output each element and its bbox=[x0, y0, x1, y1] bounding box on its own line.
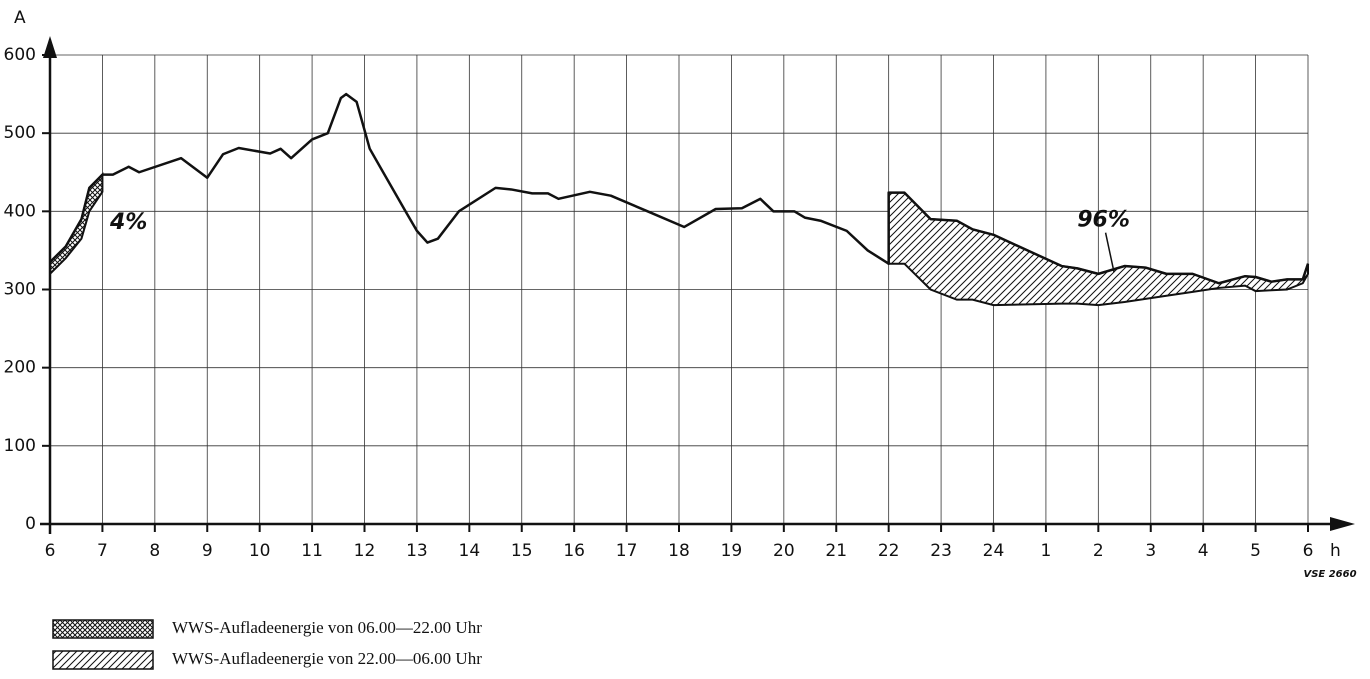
load-line bbox=[49, 92, 1310, 285]
x-tick-label: 10 bbox=[249, 541, 271, 561]
legend-swatch bbox=[52, 619, 154, 639]
source: VSE 2660 bbox=[1303, 569, 1356, 580]
x-tick-label: 1 bbox=[1041, 541, 1052, 561]
x-tick-label: 5 bbox=[1250, 541, 1261, 561]
x-tick-label: 20 bbox=[773, 541, 795, 561]
legend-label: WWS-Aufladeenergie von 06.00—22.00 Uhr bbox=[172, 618, 482, 637]
legend-swatch bbox=[52, 650, 154, 670]
x-tick-label: 21 bbox=[825, 541, 847, 561]
x-tick-label: 6 bbox=[45, 541, 56, 561]
x-tick-label: 4 bbox=[1198, 541, 1209, 561]
x-tick-label: 18 bbox=[668, 541, 690, 561]
x-axis-arrow bbox=[1330, 517, 1355, 531]
x-tick-label: 3 bbox=[1145, 541, 1156, 561]
annotation: 4% bbox=[109, 210, 147, 235]
x-tick-label: 19 bbox=[721, 541, 743, 561]
y-axis-arrow bbox=[43, 36, 57, 58]
x-tick-label: 22 bbox=[878, 541, 900, 561]
x-axis-label: h bbox=[1330, 541, 1341, 561]
charging-area bbox=[49, 172, 104, 277]
x-tick-label: 14 bbox=[459, 541, 481, 561]
y-tick-label: 0 bbox=[25, 514, 36, 534]
x-tick-label: 23 bbox=[930, 541, 952, 561]
y-tick-label: 500 bbox=[4, 123, 36, 143]
x-tick-label: 24 bbox=[983, 541, 1005, 561]
x-tick-label: 12 bbox=[354, 541, 376, 561]
y-tick-label: 100 bbox=[4, 436, 36, 456]
y-axis-label: A bbox=[14, 8, 26, 28]
y-tick-label: 300 bbox=[4, 280, 36, 300]
annotation: 96% bbox=[1077, 208, 1130, 233]
x-tick-label: 6 bbox=[1303, 541, 1314, 561]
x-tick-label: 8 bbox=[149, 541, 160, 561]
x-tick-label: 7 bbox=[97, 541, 108, 561]
x-tick-label: 16 bbox=[563, 541, 585, 561]
x-tick-label: 17 bbox=[616, 541, 638, 561]
x-tick-label: 11 bbox=[301, 541, 323, 561]
legend-label: WWS-Aufladeenergie von 22.00—06.00 Uhr bbox=[172, 649, 482, 668]
annotation-leader bbox=[1104, 232, 1115, 273]
y-tick-label: 400 bbox=[4, 201, 36, 221]
x-tick-label: 2 bbox=[1093, 541, 1104, 561]
y-tick-label: 600 bbox=[4, 45, 36, 65]
x-tick-label: 15 bbox=[511, 541, 533, 561]
x-tick-label: 13 bbox=[406, 541, 428, 561]
y-tick-label: 200 bbox=[4, 358, 36, 378]
x-tick-label: 9 bbox=[202, 541, 213, 561]
